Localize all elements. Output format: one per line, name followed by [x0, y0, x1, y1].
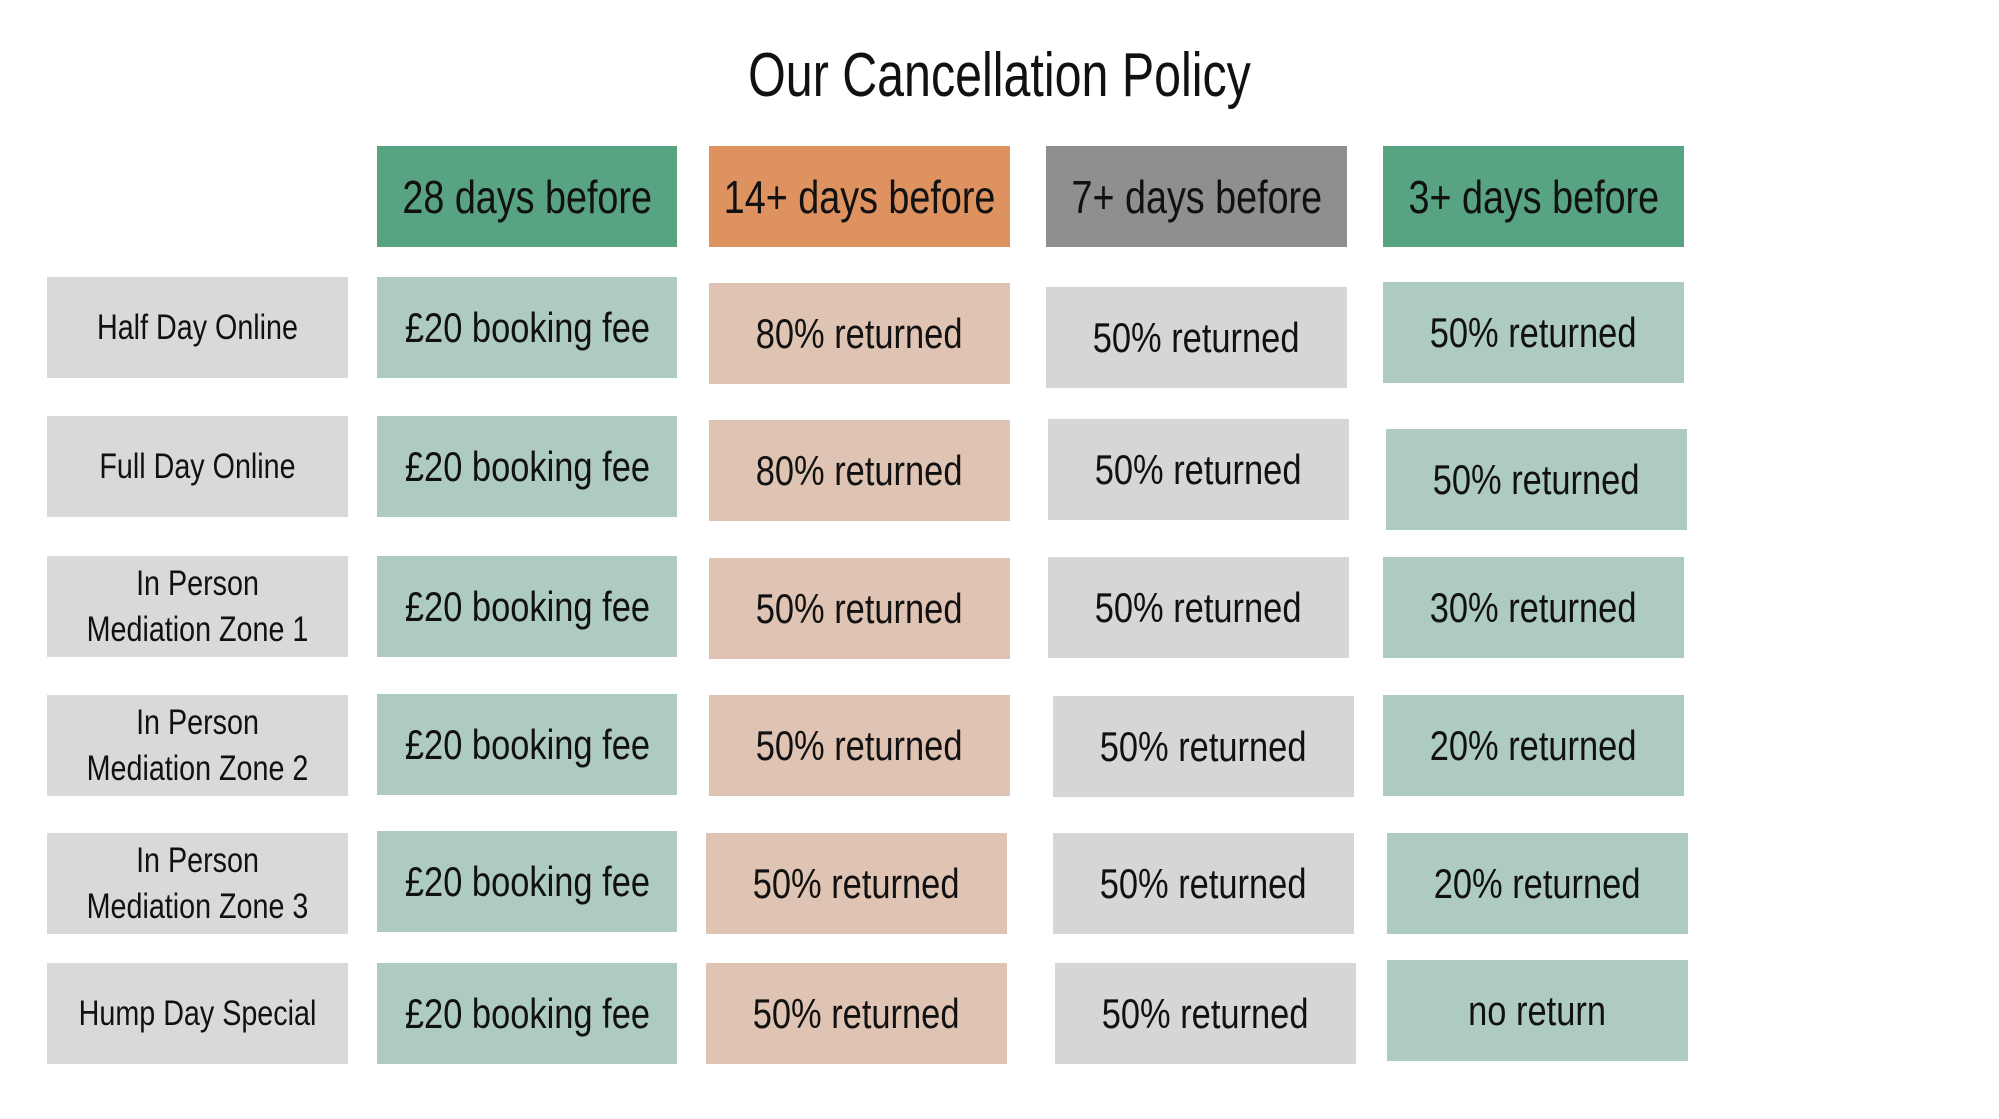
table-cell: 50% returned — [709, 558, 1010, 659]
table-cell: 50% returned — [706, 963, 1007, 1064]
table-cell: 50% returned — [1053, 833, 1354, 934]
column-header-label: 7+ days before — [1071, 170, 1322, 223]
cell-value: 50% returned — [1430, 308, 1637, 356]
page-title: Our Cancellation Policy — [748, 41, 1251, 110]
table-cell: 50% returned — [1386, 429, 1687, 530]
table-cell: 50% returned — [1048, 557, 1349, 658]
table-cell: 50% returned — [1048, 419, 1349, 520]
table-cell: £20 booking fee — [377, 277, 677, 378]
table-cell: £20 booking fee — [377, 963, 677, 1064]
cell-value: 50% returned — [753, 859, 960, 907]
row-label-text: In Person Mediation Zone 3 — [86, 840, 309, 926]
cell-value: 20% returned — [1434, 859, 1641, 907]
table-cell: 50% returned — [706, 833, 1007, 934]
table-cell: 50% returned — [1055, 963, 1356, 1064]
cell-value: £20 booking fee — [404, 857, 650, 905]
cell-value: 50% returned — [1100, 722, 1307, 770]
row-label-hump-day-special: Hump Day Special — [47, 963, 348, 1064]
row-label-full-day-online: Full Day Online — [47, 416, 348, 517]
row-label-text: Half Day Online — [96, 307, 298, 347]
column-header-label: 3+ days before — [1408, 170, 1659, 223]
cell-value: 50% returned — [1093, 313, 1300, 361]
cell-value: £20 booking fee — [404, 989, 650, 1037]
cell-value: 80% returned — [756, 309, 963, 357]
row-label-text: In Person Mediation Zone 1 — [86, 563, 309, 649]
cell-value: £20 booking fee — [404, 582, 650, 630]
cell-value: £20 booking fee — [404, 720, 650, 768]
cell-value: 50% returned — [753, 989, 960, 1037]
cell-value: 30% returned — [1430, 583, 1637, 631]
cell-value: 20% returned — [1430, 721, 1637, 769]
table-cell: 80% returned — [709, 420, 1010, 521]
cell-value: 50% returned — [756, 721, 963, 769]
row-label-half-day-online: Half Day Online — [47, 277, 348, 378]
cell-value: no return — [1468, 986, 1607, 1034]
column-header-label: 28 days before — [402, 170, 652, 223]
column-header-28-days: 28 days before — [377, 146, 677, 247]
table-cell: £20 booking fee — [377, 556, 677, 657]
table-cell: £20 booking fee — [377, 416, 677, 517]
row-label-text: In Person Mediation Zone 2 — [86, 702, 309, 788]
table-cell: £20 booking fee — [377, 831, 677, 932]
row-label-text: Full Day Online — [99, 446, 296, 486]
cell-value: 80% returned — [756, 446, 963, 494]
table-cell: 50% returned — [1383, 282, 1684, 383]
column-header-14-days: 14+ days before — [709, 146, 1010, 247]
table-cell: no return — [1387, 960, 1688, 1061]
column-header-7-days: 7+ days before — [1046, 146, 1347, 247]
row-label-text: Hump Day Special — [78, 993, 317, 1033]
table-cell: £20 booking fee — [377, 694, 677, 795]
cell-value: 50% returned — [1095, 583, 1302, 631]
table-cell: 20% returned — [1383, 695, 1684, 796]
cell-value: 50% returned — [1433, 455, 1640, 503]
table-cell: 30% returned — [1383, 557, 1684, 658]
cell-value: 50% returned — [1100, 859, 1307, 907]
column-header-3-days: 3+ days before — [1383, 146, 1684, 247]
table-cell: 50% returned — [1046, 287, 1347, 388]
row-label-in-person-zone-1: In Person Mediation Zone 1 — [47, 556, 348, 657]
row-label-in-person-zone-3: In Person Mediation Zone 3 — [47, 833, 348, 934]
table-cell: 20% returned — [1387, 833, 1688, 934]
cell-value: £20 booking fee — [404, 303, 650, 351]
cell-value: 50% returned — [1095, 445, 1302, 493]
column-header-label: 14+ days before — [723, 170, 996, 223]
cell-value: 50% returned — [756, 584, 963, 632]
table-cell: 50% returned — [709, 695, 1010, 796]
cell-value: £20 booking fee — [404, 442, 650, 490]
row-label-in-person-zone-2: In Person Mediation Zone 2 — [47, 695, 348, 796]
cell-value: 50% returned — [1102, 989, 1309, 1037]
table-cell: 50% returned — [1053, 696, 1354, 797]
table-cell: 80% returned — [709, 283, 1010, 384]
